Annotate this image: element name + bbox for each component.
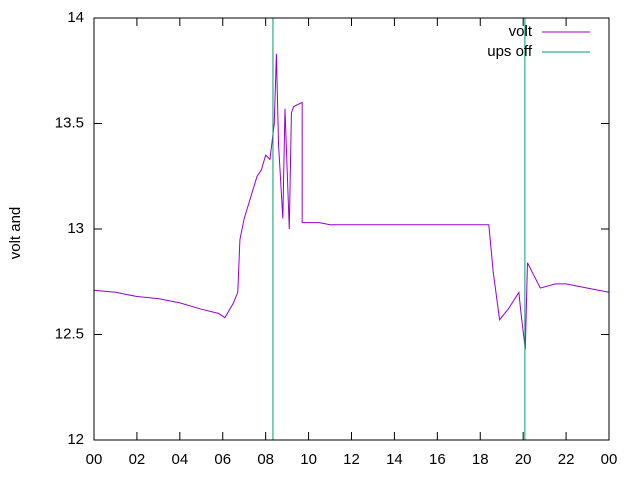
x-tick-label: 00 — [601, 451, 618, 468]
plot-border — [93, 17, 610, 441]
x-tick-label: 12 — [343, 451, 360, 468]
x-tick-label: 20 — [515, 451, 532, 468]
x-tick-label: 06 — [214, 451, 231, 468]
legend-label: ups off — [487, 43, 533, 60]
y-tick-label: 14 — [67, 9, 84, 26]
y-tick-label: 12.5 — [55, 325, 84, 342]
x-tick-label: 14 — [386, 451, 403, 468]
y-tick-label: 13 — [67, 220, 84, 237]
x-tick-label: 22 — [558, 451, 575, 468]
series-line — [93, 53, 610, 350]
legend-label: volt — [509, 23, 533, 40]
y-tick-label: 13.5 — [55, 114, 84, 131]
series-line — [272, 18, 526, 440]
x-tick-label: 16 — [429, 451, 446, 468]
x-tick-label: 04 — [171, 451, 188, 468]
y-tick-label: 12 — [67, 431, 84, 448]
x-tick-label: 02 — [129, 451, 146, 468]
x-tick-label: 00 — [86, 451, 103, 468]
x-tick-label: 18 — [472, 451, 489, 468]
y-axis-label: volt and — [7, 207, 24, 260]
x-tick-label: 10 — [300, 451, 317, 468]
x-tick-label: 08 — [257, 451, 274, 468]
